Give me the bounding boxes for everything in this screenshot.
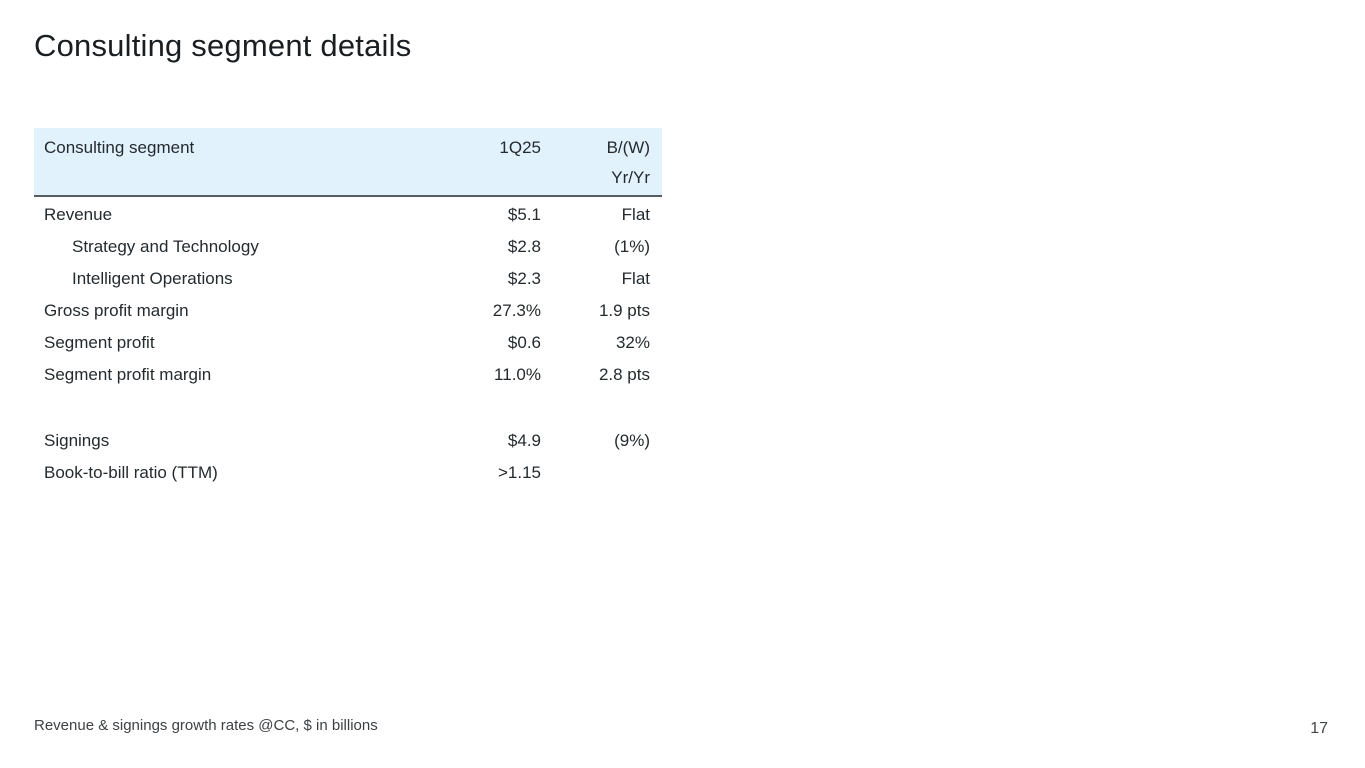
header-cell-change-sub: Yr/Yr bbox=[611, 168, 650, 187]
row-change: (1%) bbox=[614, 237, 650, 256]
table-row: Gross profit margin 27.3% 1.9 pts bbox=[34, 295, 662, 327]
row-change: Flat bbox=[621, 205, 650, 224]
row-change: 1.9 pts bbox=[598, 301, 650, 320]
row-label: Revenue bbox=[44, 205, 113, 224]
table-row: Segment profit margin 11.0% 2.8 pts bbox=[34, 359, 662, 391]
row-value: >1.15 bbox=[497, 463, 541, 482]
row-value: 27.3% bbox=[492, 301, 541, 320]
table-row: Intelligent Operations $2.3 Flat bbox=[34, 263, 662, 295]
row-value: $4.9 bbox=[507, 431, 541, 450]
row-label: Gross profit margin bbox=[44, 301, 189, 320]
footnote: Revenue & signings growth rates @CC, $ i… bbox=[34, 717, 378, 734]
row-value: $0.6 bbox=[507, 333, 541, 352]
table-body: Revenue $5.1 Flat Strategy and Technology $2… bbox=[34, 197, 662, 489]
header-cell-change: B/(W) bbox=[606, 138, 650, 157]
row-value: $2.3 bbox=[507, 269, 541, 288]
page-title: Consulting segment details bbox=[34, 28, 412, 63]
table-row: Strategy and Technology $2.8 (1%) bbox=[34, 231, 662, 263]
header-cell-segment: Consulting segment bbox=[44, 138, 195, 157]
table-spacer-row bbox=[34, 391, 662, 425]
table-row: Segment profit $0.6 32% bbox=[34, 327, 662, 359]
table-header-row-1: Consulting segment 1Q25 B/(W) bbox=[34, 135, 662, 160]
consulting-segment-table: Consulting segment 1Q25 B/(W) Yr/Yr Reve… bbox=[34, 128, 662, 489]
row-value: 11.0% bbox=[494, 365, 541, 384]
row-label: Intelligent Operations bbox=[72, 269, 233, 288]
table-header-row-2: Yr/Yr bbox=[34, 165, 662, 190]
row-label: Strategy and Technology bbox=[72, 237, 259, 256]
header-cell-period: 1Q25 bbox=[499, 138, 541, 157]
row-label: Signings bbox=[44, 431, 110, 450]
row-label: Book-to-bill ratio (TTM) bbox=[44, 463, 218, 482]
row-value: $2.8 bbox=[507, 237, 541, 256]
row-change: Flat bbox=[621, 269, 650, 288]
row-label: Segment profit bbox=[44, 333, 155, 352]
row-value: $5.1 bbox=[507, 205, 541, 224]
table-header: Consulting segment 1Q25 B/(W) Yr/Yr bbox=[34, 128, 662, 197]
table-row: Revenue $5.1 Flat bbox=[34, 199, 662, 231]
table-row: Signings $4.9 (9%) bbox=[34, 425, 662, 457]
row-change: 2.8 pts bbox=[598, 365, 650, 384]
table-row: Book-to-bill ratio (TTM) >1.15 bbox=[34, 457, 662, 489]
page-number: 17 bbox=[1310, 720, 1328, 737]
row-change: (9%) bbox=[614, 431, 650, 450]
row-label: Segment profit margin bbox=[44, 365, 212, 384]
row-change: 32% bbox=[615, 333, 650, 352]
